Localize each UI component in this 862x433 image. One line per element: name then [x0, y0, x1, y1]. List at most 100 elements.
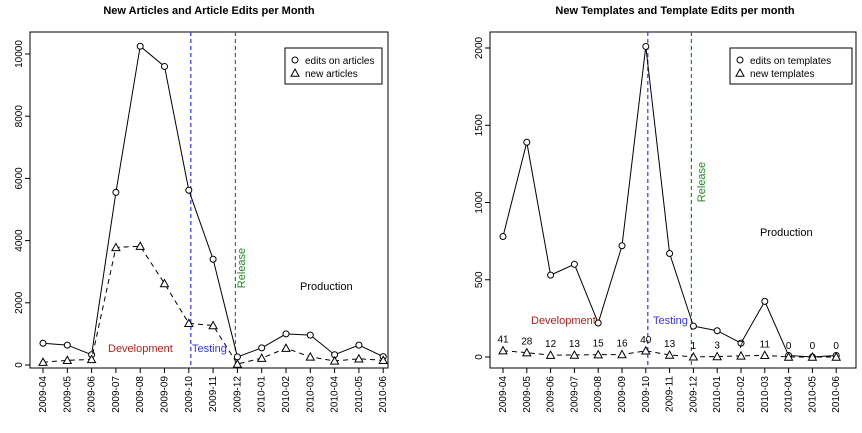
- x-tick-label: 2010-06: [378, 376, 389, 413]
- legend-box: [284, 47, 383, 85]
- point-value-label: 0: [786, 341, 792, 352]
- phase-annotation: Testing: [192, 343, 227, 355]
- data-point-new: [759, 350, 770, 360]
- x-tick-label: 2010-03: [760, 376, 771, 413]
- x-tick-label: 2009-05: [62, 376, 73, 413]
- data-point-edits: [737, 339, 745, 347]
- data-point-new: [281, 343, 291, 352]
- data-point-edits: [161, 62, 168, 70]
- x-tick-label: 2009-07: [111, 376, 122, 413]
- data-point-new: [664, 349, 675, 359]
- data-point-edits: [594, 319, 602, 327]
- data-point-new: [86, 354, 97, 364]
- data-point-new: [38, 357, 48, 366]
- point-value-label: 13: [664, 339, 676, 350]
- data-point-edits: [306, 331, 314, 339]
- data-point-edits: [233, 353, 241, 361]
- legend-marker-new: [290, 67, 300, 77]
- x-tick-label: 2010-01: [712, 376, 723, 413]
- phase-annotation: Testing: [653, 315, 688, 327]
- data-point-edits: [689, 322, 697, 330]
- plot-frame: [489, 31, 857, 369]
- data-point-edits: [258, 344, 266, 352]
- data-point-new: [62, 355, 73, 365]
- y-tick-label: 1500: [474, 114, 485, 137]
- data-point-new: [354, 353, 364, 363]
- data-point-new: [640, 345, 651, 355]
- data-point-new: [329, 355, 340, 365]
- x-tick-label: 2010-02: [736, 376, 747, 413]
- x-tick-label: 2009-12: [688, 376, 699, 413]
- point-value-label: 12: [545, 339, 557, 350]
- data-point-new: [617, 349, 627, 359]
- data-point-edits: [282, 330, 290, 338]
- chart-title: New Articles and Article Edits per Month: [103, 5, 315, 17]
- data-point-edits: [761, 297, 769, 305]
- x-tick-label: 2009-09: [617, 376, 628, 413]
- data-point-edits: [547, 271, 555, 279]
- data-point-new: [208, 320, 218, 330]
- x-tick-label: 2010-01: [257, 376, 268, 413]
- data-point-edits: [499, 232, 507, 240]
- x-tick-label: 2010-05: [354, 376, 365, 413]
- x-tick-label: 2010-05: [807, 376, 818, 413]
- data-point-new: [688, 351, 699, 361]
- data-point-new: [256, 353, 267, 362]
- point-value-label: 15: [593, 339, 605, 350]
- data-point-new: [736, 350, 746, 360]
- series-line-new: [502, 350, 837, 358]
- data-point-edits: [642, 42, 650, 50]
- legend-box: [729, 47, 853, 85]
- phase-annotation: Production: [760, 227, 813, 239]
- phase-annotation: Release: [236, 248, 248, 288]
- legend-marker-new: [735, 67, 745, 77]
- data-point-edits: [355, 341, 363, 349]
- legend-label: edits on templates: [750, 56, 831, 67]
- x-tick-label: 2009-04: [38, 376, 49, 413]
- x-tick-label: 2009-11: [665, 376, 676, 412]
- y-tick-label: 10000: [14, 40, 25, 68]
- data-point-edits: [185, 186, 193, 194]
- legend-marker-edits: [736, 56, 744, 64]
- y-tick-label: 6000: [14, 167, 25, 190]
- data-point-edits: [209, 255, 217, 263]
- phase-annotation: Production: [300, 281, 353, 293]
- data-point-new: [498, 345, 508, 355]
- point-value-label: 0: [810, 341, 816, 352]
- data-point-new: [807, 351, 818, 361]
- data-point-edits: [136, 42, 144, 50]
- series-line-edits: [42, 45, 384, 358]
- data-point-new: [111, 242, 121, 252]
- x-tick-label: 2009-07: [569, 376, 580, 413]
- data-point-edits: [63, 341, 71, 349]
- data-point-new: [593, 349, 604, 359]
- plot-frame: [29, 31, 389, 369]
- legend-label: new templates: [750, 69, 814, 80]
- phase-annotation: Release: [696, 162, 708, 202]
- data-point-edits: [570, 260, 578, 268]
- x-tick-label: 2009-04: [498, 376, 509, 413]
- x-tick-label: 2010-02: [281, 376, 292, 413]
- point-value-label: 11: [760, 339, 771, 350]
- y-tick-label: 2000: [474, 36, 485, 59]
- data-point-edits: [713, 327, 721, 335]
- data-point-edits: [523, 138, 531, 146]
- x-tick-label: 2010-03: [305, 376, 316, 413]
- point-value-label: 41: [497, 335, 509, 346]
- data-point-new: [712, 351, 723, 361]
- data-point-new: [232, 359, 243, 368]
- legend-marker-edits: [291, 56, 299, 64]
- x-tick-label: 2009-08: [135, 376, 146, 413]
- x-tick-label: 2009-11: [208, 376, 219, 412]
- x-tick-label: 2010-04: [330, 376, 341, 413]
- x-tick-label: 2009-06: [546, 376, 557, 413]
- x-tick-label: 2009-09: [160, 376, 171, 413]
- data-point-new: [135, 241, 146, 250]
- y-tick-label: 4000: [14, 229, 25, 252]
- point-value-label: 3: [714, 341, 720, 352]
- x-tick-label: 2009-08: [593, 376, 604, 413]
- point-value-label: 40: [640, 335, 652, 346]
- point-value-label: 16: [616, 339, 628, 350]
